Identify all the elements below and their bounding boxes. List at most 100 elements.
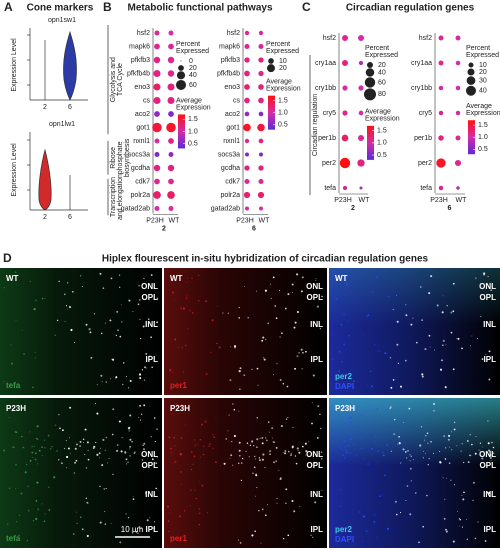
signal-dot [448, 462, 451, 464]
signal-dot [462, 498, 465, 501]
signal-dot [451, 449, 453, 451]
signal-dot [366, 385, 368, 387]
signal-dot [173, 437, 175, 439]
signal-dot [490, 460, 492, 462]
signal-dot [99, 272, 102, 275]
signal-dot [264, 338, 267, 341]
signal-dot [406, 457, 408, 459]
age-label: 6 [252, 225, 256, 232]
signal-dot [255, 495, 257, 497]
signal-dot [27, 485, 30, 488]
signal-dot [347, 444, 349, 447]
legend-dot [466, 85, 476, 96]
signal-dot [95, 441, 97, 444]
pathway-label: TCA Cycle [117, 63, 124, 96]
signal-dot [364, 402, 365, 404]
dot [342, 85, 348, 91]
gene-label: gatad2ab [211, 205, 240, 212]
signal-dot [68, 306, 72, 309]
channel-label: tefa [6, 534, 21, 543]
signal-dot [315, 278, 317, 280]
signal-dot [463, 461, 465, 464]
signal-dot [317, 405, 320, 408]
dot [152, 122, 162, 133]
signal-dot [132, 496, 134, 498]
signal-dot [302, 351, 304, 354]
signal-dot [373, 514, 376, 516]
signal-dot [347, 417, 350, 420]
signal-dot [43, 520, 46, 523]
signal-dot [347, 432, 349, 434]
legend-dot [365, 68, 375, 77]
signal-dot [376, 275, 378, 278]
legend-dot [364, 77, 376, 88]
signal-dot [292, 426, 294, 428]
layer-label: INL [310, 320, 323, 329]
signal-dot [65, 440, 67, 442]
micrograph [164, 398, 327, 548]
signal-dot [121, 321, 123, 323]
signal-dot [129, 448, 131, 450]
layer-label: IPL [484, 355, 497, 364]
gene-label: polr2a [221, 192, 241, 199]
signal-dot [80, 275, 82, 277]
signal-dot [264, 289, 267, 292]
signal-dot [472, 481, 475, 484]
legend-title: Average [466, 103, 492, 110]
gene-label: per2 [322, 160, 336, 167]
dot [259, 152, 263, 157]
signal-dot [143, 442, 146, 445]
signal-dot [398, 442, 401, 445]
signal-dot [240, 462, 243, 464]
condition-label: P23H [170, 404, 190, 413]
channel-label: per1 [170, 381, 187, 390]
gene-label: aco2 [135, 111, 150, 118]
signal-dot [347, 320, 348, 322]
signal-dot [332, 333, 334, 335]
signal-dot [141, 369, 144, 371]
signal-dot [86, 501, 89, 504]
signal-dot [141, 459, 144, 461]
layer-label: IPL [146, 355, 159, 364]
signal-dot [189, 505, 191, 507]
signal-dot [150, 436, 153, 438]
signal-dot [296, 447, 299, 450]
signal-dot [405, 499, 407, 501]
signal-dot [222, 312, 224, 314]
layer-label: OPL [307, 293, 324, 302]
signal-dot [264, 514, 267, 517]
signal-dot [344, 449, 347, 451]
signal-dot [14, 430, 17, 433]
signal-dot [410, 323, 413, 326]
legend-label: 60 [378, 79, 386, 86]
signal-dot [115, 378, 116, 380]
signal-dot [184, 344, 187, 347]
legend-dot [467, 68, 475, 76]
signal-dot [56, 319, 59, 322]
signal-dot [187, 464, 189, 465]
dot [243, 191, 251, 199]
signal-dot [37, 438, 39, 440]
signal-dot [367, 435, 369, 437]
signal-dot [481, 457, 484, 460]
signal-dot [146, 519, 149, 522]
signal-dot [26, 539, 29, 542]
signal-dot [444, 498, 446, 500]
dot [167, 191, 175, 199]
signal-dot [180, 437, 183, 439]
signal-dot [10, 344, 12, 346]
signal-dot [183, 307, 185, 310]
signal-dot [294, 455, 297, 457]
legend-dot [176, 71, 186, 80]
signal-dot [287, 450, 290, 453]
signal-dot [311, 422, 313, 425]
signal-dot [334, 410, 337, 412]
signal-dot [320, 451, 323, 454]
signal-dot [452, 540, 455, 543]
signal-dot [122, 383, 124, 386]
signal-dot [321, 295, 323, 298]
signal-dot [145, 491, 147, 494]
signal-dot [382, 454, 385, 457]
legend-title: Expression [365, 116, 400, 123]
signal-dot [132, 498, 135, 500]
